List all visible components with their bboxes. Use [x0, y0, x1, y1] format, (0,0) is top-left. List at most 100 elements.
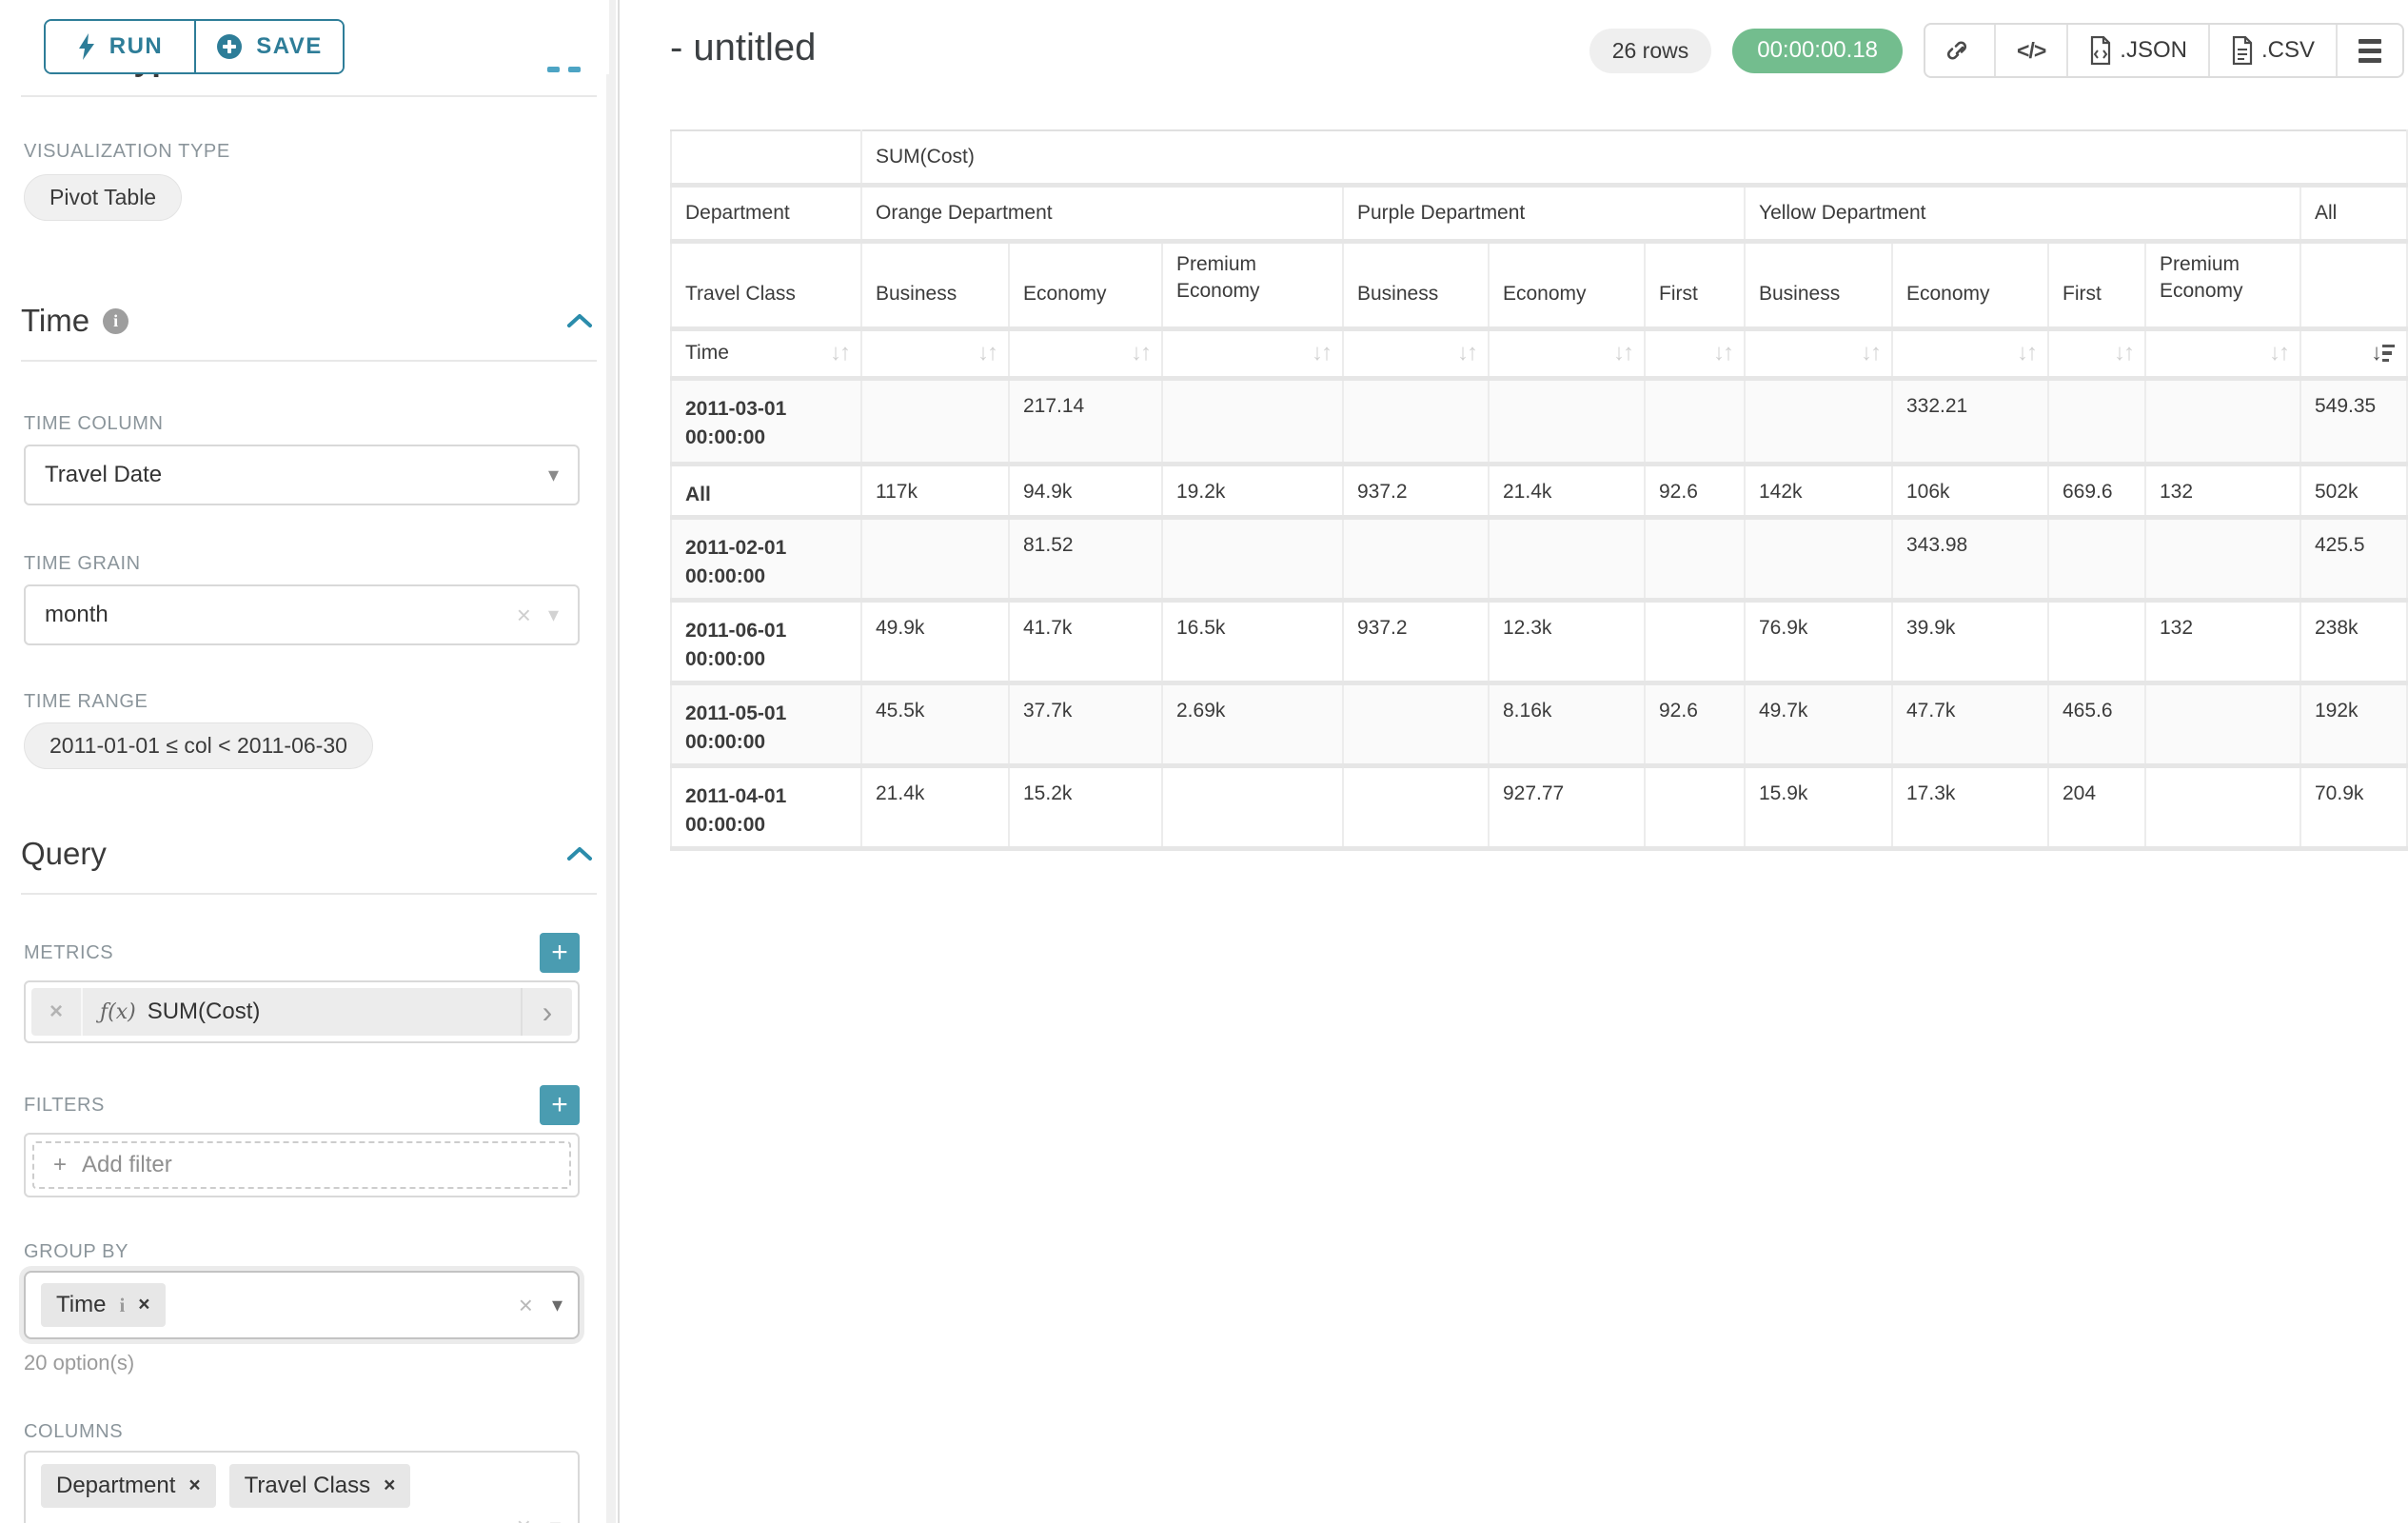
- info-icon[interactable]: i: [103, 307, 129, 334]
- sort-icon[interactable]: ↓↑: [830, 340, 851, 366]
- tag-label: Department: [56, 1473, 176, 1498]
- pivot-cell: [1489, 517, 1646, 603]
- pivot-cell: [1645, 517, 1746, 603]
- chart-title[interactable]: - untitled: [670, 27, 817, 69]
- sort-icon[interactable]: ↓↑: [1713, 340, 1734, 366]
- group-by-select[interactable]: Time i × × ▾: [24, 1271, 580, 1339]
- remove-tag-icon[interactable]: ×: [138, 1294, 150, 1315]
- chevron-up-icon[interactable]: [566, 845, 593, 862]
- metric-body[interactable]: ƒ(x) SUM(Cost): [83, 988, 521, 1036]
- export-csv-label: .CSV: [2260, 37, 2315, 63]
- clipped-icon-fragment: [568, 67, 581, 72]
- pivot-cell: [1162, 517, 1344, 603]
- pivot-cell: [861, 517, 1010, 603]
- columns-tag-department[interactable]: Department ×: [41, 1464, 216, 1508]
- pivot-cell: [1343, 682, 1490, 768]
- pivot-cell: 21.4k: [1489, 464, 1646, 520]
- save-button[interactable]: SAVE: [194, 21, 343, 72]
- sort-header[interactable]: ↓↑: [2048, 328, 2146, 381]
- sort-header[interactable]: ↓↑: [1489, 328, 1646, 381]
- time-section-header: Time i: [21, 303, 593, 339]
- sidebar-scrollbar[interactable]: [606, 0, 616, 1523]
- sort-icon[interactable]: ↓↑: [1613, 340, 1634, 366]
- query-timer-badge: 00:00:00.18: [1732, 28, 1904, 73]
- caret-down-icon[interactable]: ▾: [551, 1293, 563, 1316]
- column-group-purple: Purple Department: [1343, 185, 1746, 244]
- row-count-badge: 26 rows: [1589, 28, 1712, 73]
- sort-header[interactable]: ↓↑: [1745, 328, 1893, 381]
- pivot-cell: 37.7k: [1009, 682, 1163, 768]
- code-icon: </>: [2017, 37, 2046, 63]
- sort-header[interactable]: ↓↑: [861, 328, 1010, 381]
- save-button-label: SAVE: [256, 33, 323, 59]
- sort-icon[interactable]: ↓↑: [2269, 340, 2290, 366]
- sort-header-all-active[interactable]: ↓: [2300, 328, 2408, 381]
- copy-link-button[interactable]: [1925, 25, 1994, 76]
- time-column-select[interactable]: Travel Date ▾: [24, 445, 580, 505]
- export-csv-button[interactable]: .CSV: [2207, 25, 2336, 76]
- time-dimension-label: Time: [685, 342, 729, 364]
- clear-icon[interactable]: ×: [516, 600, 531, 629]
- sort-icon[interactable]: ↓↑: [1131, 340, 1152, 366]
- pivot-cell: 132: [2145, 464, 2301, 520]
- add-metric-button[interactable]: +: [540, 933, 580, 973]
- pivot-cell: 17.3k: [1892, 765, 2049, 851]
- pivot-cell: [2048, 378, 2146, 466]
- sort-header[interactable]: ↓↑: [1645, 328, 1746, 381]
- group-by-tag-time[interactable]: Time i ×: [41, 1283, 166, 1327]
- time-range-pill[interactable]: 2011-01-01 ≤ col < 2011-06-30: [24, 722, 373, 769]
- visualization-type-pill[interactable]: Pivot Table: [24, 174, 183, 221]
- clear-icon[interactable]: ×: [517, 1512, 531, 1523]
- col-header: Premium Economy: [2145, 241, 2301, 331]
- sort-header[interactable]: ↓↑: [1009, 328, 1163, 381]
- sort-icon[interactable]: ↓↑: [1861, 340, 1882, 366]
- sort-icon[interactable]: ↓↑: [977, 340, 998, 366]
- function-icon: ƒ(x): [100, 999, 136, 1024]
- time-sort-header[interactable]: Time ↓↑: [670, 328, 862, 381]
- col-header: Economy: [1489, 241, 1646, 331]
- pivot-cell: 142k: [1745, 464, 1893, 520]
- add-filter-button[interactable]: +: [540, 1085, 580, 1125]
- sort-icon[interactable]: ↓↑: [2114, 340, 2135, 366]
- columns-select[interactable]: Department × Travel Class × × ▾: [24, 1451, 580, 1523]
- row-header: 2011-05-01 00:00:00: [670, 682, 862, 768]
- remove-tag-icon[interactable]: ×: [188, 1474, 201, 1496]
- add-filter-dropzone[interactable]: + Add filter: [32, 1141, 571, 1189]
- expand-metric-icon[interactable]: ›: [521, 988, 572, 1036]
- remove-metric-icon[interactable]: ×: [31, 988, 83, 1036]
- export-json-button[interactable]: .JSON: [2066, 25, 2208, 76]
- pivot-cell: 76.9k: [1745, 600, 1893, 685]
- time-grain-select[interactable]: month × ▾: [24, 584, 580, 645]
- pivot-cell: 70.9k: [2300, 765, 2408, 851]
- sort-icon[interactable]: ↓↑: [1312, 340, 1332, 366]
- pivot-cell: 12.3k: [1489, 600, 1646, 685]
- remove-tag-icon[interactable]: ×: [384, 1474, 396, 1496]
- col-header-label: Premium Economy: [2160, 252, 2243, 303]
- section-divider: [21, 95, 597, 97]
- pivot-cell: [2048, 600, 2146, 685]
- sort-header[interactable]: ↓↑: [1892, 328, 2049, 381]
- sort-header[interactable]: ↓↑: [1162, 328, 1344, 381]
- section-divider: [21, 893, 597, 895]
- sort-header[interactable]: ↓↑: [1343, 328, 1490, 381]
- pivot-cell: 2.69k: [1162, 682, 1344, 768]
- pivot-table: SUM(Cost) Department Orange Department P…: [670, 129, 2408, 851]
- department-dimension-cell: Department: [670, 185, 862, 244]
- clear-icon[interactable]: ×: [518, 1290, 533, 1319]
- metric-pill[interactable]: × ƒ(x) SUM(Cost) ›: [31, 988, 572, 1036]
- time-column-value: Travel Date: [45, 462, 163, 487]
- sort-icon[interactable]: ↓↑: [2017, 340, 2038, 366]
- sort-header[interactable]: ↓↑: [2145, 328, 2301, 381]
- sort-icon[interactable]: ↓↑: [1457, 340, 1478, 366]
- caret-down-icon[interactable]: ▾: [550, 1514, 561, 1523]
- columns-tag-travel-class[interactable]: Travel Class ×: [228, 1464, 411, 1508]
- view-query-button[interactable]: </>: [1994, 25, 2066, 76]
- pivot-cell: 8.16k: [1489, 682, 1646, 768]
- export-toolbar: </> .JSON: [1924, 23, 2404, 78]
- chevron-up-icon[interactable]: [566, 312, 593, 329]
- action-button-bar: RUN SAVE: [0, 0, 609, 74]
- run-button[interactable]: RUN: [46, 21, 194, 72]
- pivot-cell: 204: [2048, 765, 2146, 851]
- more-options-button[interactable]: [2336, 25, 2402, 76]
- sort-descending-icon[interactable]: ↓: [2371, 340, 2395, 366]
